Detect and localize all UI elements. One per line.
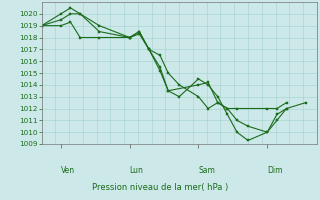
Text: Sam: Sam (198, 166, 215, 175)
Text: Pression niveau de la mer( hPa ): Pression niveau de la mer( hPa ) (92, 183, 228, 192)
Text: Ven: Ven (61, 166, 75, 175)
Text: Dim: Dim (267, 166, 283, 175)
Text: Lun: Lun (130, 166, 144, 175)
